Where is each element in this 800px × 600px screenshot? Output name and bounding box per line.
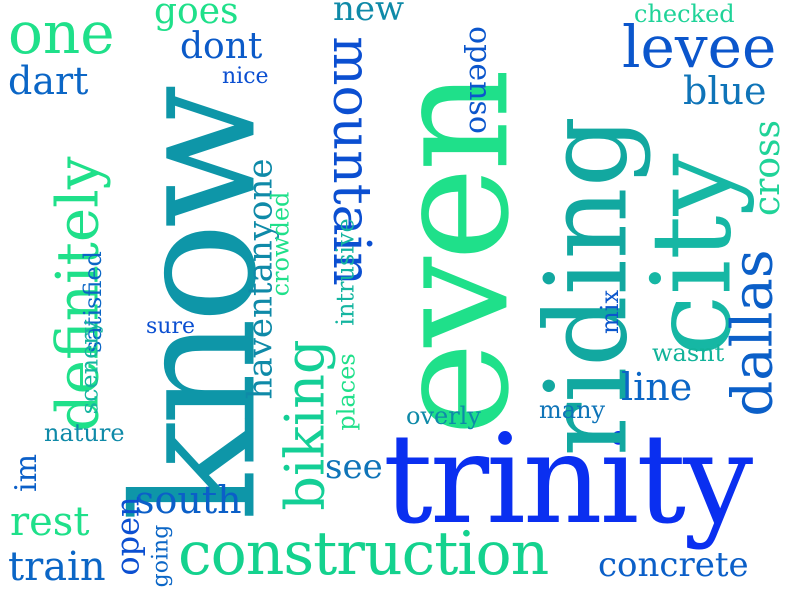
word-even: even: [357, 73, 545, 437]
word-intrusive: intrusive: [331, 218, 360, 326]
word-dallas: dallas: [720, 249, 786, 417]
word-new: new: [333, 0, 405, 29]
word-im: im: [9, 453, 45, 493]
word-goes: goes: [154, 0, 239, 32]
word-construction: construction: [178, 519, 549, 589]
word-one: one: [8, 0, 115, 67]
word-train: train: [8, 544, 106, 590]
word-mix: mix: [595, 290, 624, 334]
word-concrete: concrete: [598, 545, 749, 585]
word-dart: dart: [8, 59, 89, 103]
word-wasnt: wasnt: [652, 339, 725, 367]
word-cross: cross: [747, 120, 788, 216]
word-nice: nice: [222, 64, 269, 89]
word-trinity: trinity: [383, 408, 753, 552]
word-checked: checked: [634, 0, 735, 28]
word-south: south: [135, 478, 242, 522]
word-levee: levee: [622, 13, 777, 81]
word-scenery: scenery: [75, 319, 104, 415]
word-nature: nature: [44, 419, 125, 447]
word-sure: sure: [146, 314, 195, 339]
word-openso: opensо: [461, 26, 497, 134]
word-blue: blue: [683, 69, 767, 113]
word-dont: dont: [180, 26, 263, 67]
word-crowded: crowded: [266, 191, 295, 297]
word-see: see: [325, 447, 383, 487]
word-rest: rest: [10, 499, 90, 545]
word-going: going: [148, 524, 174, 588]
word-places: places: [332, 353, 361, 431]
word-many: many: [539, 396, 606, 424]
word-overly: overly: [406, 402, 481, 430]
word-open: open: [108, 496, 147, 576]
word-line: line: [621, 365, 693, 409]
